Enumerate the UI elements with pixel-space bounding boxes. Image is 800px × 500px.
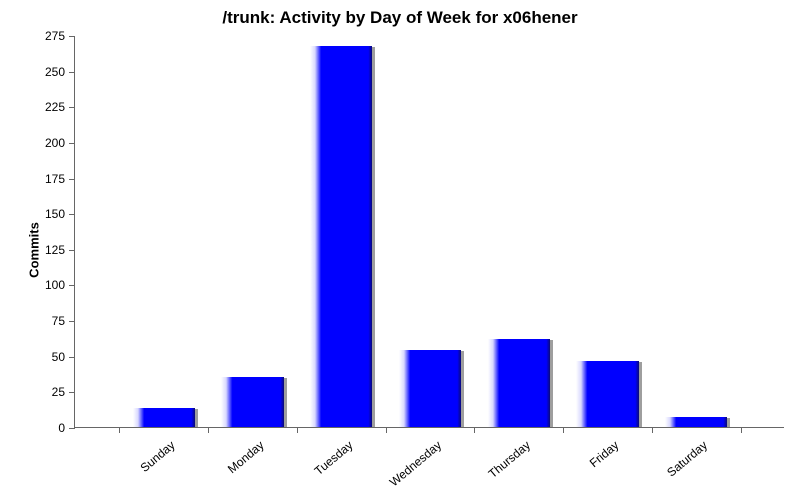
y-tick-label: 200 — [45, 136, 65, 150]
y-tick-mark — [69, 285, 75, 286]
y-tick-mark — [69, 392, 75, 393]
y-tick-label: 100 — [45, 278, 65, 292]
bar — [221, 377, 283, 427]
x-tick-mark — [474, 427, 475, 433]
y-tick-mark — [69, 321, 75, 322]
bar — [399, 350, 461, 427]
y-tick-mark — [69, 357, 75, 358]
chart-title: /trunk: Activity by Day of Week for x06h… — [0, 8, 800, 28]
x-tick-mark — [208, 427, 209, 433]
y-tick-label: 50 — [52, 350, 65, 364]
bar-slot — [208, 35, 297, 427]
bar-slot — [386, 35, 475, 427]
y-tick-mark — [69, 428, 75, 429]
y-axis-label: Commits — [26, 222, 41, 278]
x-tick-mark — [741, 427, 742, 433]
y-tick-label: 25 — [52, 385, 65, 399]
y-tick-mark — [69, 72, 75, 73]
x-axis-label: Thursday — [485, 438, 532, 481]
y-tick-mark — [69, 143, 75, 144]
x-axis-label: Monday — [225, 438, 267, 476]
y-tick-label: 250 — [45, 65, 65, 79]
x-axis-label: Sunday — [138, 438, 178, 475]
x-axis-labels: Sunday Monday Tuesday Wednesday Thursday Frid… — [74, 438, 784, 498]
x-axis-label: Friday — [587, 438, 622, 470]
y-tick-label: 175 — [45, 172, 65, 186]
y-tick-mark — [69, 179, 75, 180]
bar-shadow — [639, 362, 642, 427]
bar-slot — [563, 35, 652, 427]
bar-shadow — [461, 351, 464, 427]
bar-shadow — [372, 47, 375, 427]
x-axis-label: Tuesday — [311, 438, 355, 478]
bar-slot — [474, 35, 563, 427]
y-tick-label: 225 — [45, 100, 65, 114]
bar — [488, 339, 550, 427]
y-tick-label: 275 — [45, 29, 65, 43]
activity-bar-chart: /trunk: Activity by Day of Week for x06h… — [0, 0, 800, 500]
y-tick-mark — [69, 214, 75, 215]
bar-slot — [119, 35, 208, 427]
y-tick-label: 75 — [52, 314, 65, 328]
y-tick-mark — [69, 107, 75, 108]
bar-shadow — [195, 409, 198, 427]
bar-slot — [652, 35, 741, 427]
bar-shadow — [284, 378, 287, 427]
x-tick-mark — [119, 427, 120, 433]
bar — [133, 408, 195, 427]
plot-area: 0255075100125150175200225250275 — [74, 36, 784, 428]
x-tick-mark — [297, 427, 298, 433]
y-tick-mark — [69, 250, 75, 251]
x-tick-mark — [652, 427, 653, 433]
bar — [665, 417, 727, 427]
bar-shadow — [550, 340, 553, 427]
y-tick-label: 150 — [45, 207, 65, 221]
bar-slot — [297, 35, 386, 427]
x-tick-mark — [386, 427, 387, 433]
y-tick-label: 0 — [58, 421, 65, 435]
x-axis-label: Wednesday — [387, 438, 444, 489]
y-tick-label: 125 — [45, 243, 65, 257]
bar — [310, 46, 372, 427]
x-axis-label: Saturday — [664, 438, 710, 480]
bar — [576, 361, 638, 427]
x-tick-mark — [563, 427, 564, 433]
y-tick-mark — [69, 36, 75, 37]
bar-shadow — [727, 418, 730, 427]
